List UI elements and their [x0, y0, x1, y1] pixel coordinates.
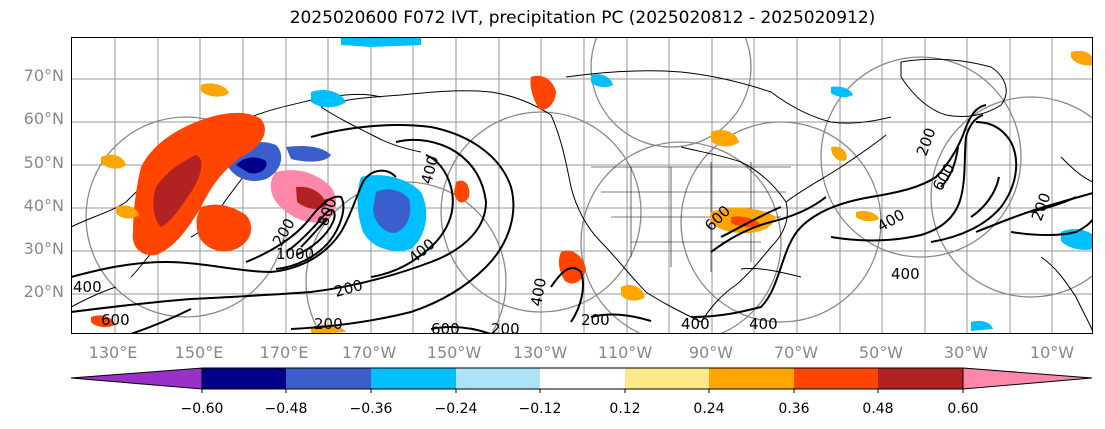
colorbar-bin — [794, 368, 878, 389]
precip-negative-fills — [226, 37, 1093, 331]
lon-label: 10°W — [1029, 343, 1075, 362]
contour-label: 200 — [581, 311, 610, 329]
lat-label-50n: 50°N — [23, 153, 64, 172]
colorbar-tick: 0.36 — [778, 401, 810, 417]
contour-label: 1000 — [276, 245, 314, 263]
ivt-contours — [71, 104, 1093, 334]
contour-label: 200 — [314, 315, 343, 333]
lon-label: 150°E — [174, 343, 224, 362]
lon-label: 90°W — [688, 343, 734, 362]
contour-label: 400 — [891, 265, 920, 283]
contour-label: 600 — [431, 320, 460, 334]
colorbar-tick: 0.48 — [862, 401, 894, 417]
lon-label: 170°E — [259, 343, 309, 362]
state-borders — [591, 162, 791, 272]
lon-label: 130°W — [512, 343, 568, 362]
colorbar-arrow-left — [71, 367, 203, 390]
colorbar-tick: −0.24 — [434, 401, 478, 417]
contour-label: 400 — [681, 315, 710, 333]
lat-label-70n: 70°N — [23, 66, 64, 85]
colorbar-bin — [540, 368, 625, 389]
lon-label: 170°W — [341, 343, 397, 362]
lat-label-40n: 40°N — [23, 196, 64, 215]
lat-label-30n: 30°N — [23, 239, 64, 258]
colorbar — [71, 367, 1093, 393]
lon-label: 150°W — [426, 343, 482, 362]
colorbar-bin — [709, 368, 794, 389]
colorbar-bin — [371, 368, 456, 389]
colorbar-bin — [625, 368, 709, 389]
colorbar-tick: −0.60 — [180, 401, 224, 417]
contour-label: 200 — [491, 320, 520, 334]
lon-label: 130°E — [88, 343, 138, 362]
ivt-map: 200 400 600 800 1000 200 400 200 400 600… — [71, 37, 1093, 334]
colorbar-arrow-right — [962, 367, 1093, 390]
lat-label-60n: 60°N — [23, 109, 64, 128]
contour-label: 600 — [101, 311, 130, 329]
colorbar-bin — [202, 368, 286, 389]
lon-label: 30°W — [943, 343, 989, 362]
map-title: 2025020600 F072 IVT, precipitation PC (2… — [289, 8, 876, 28]
contour-label: 400 — [749, 315, 778, 333]
range-circles — [85, 37, 1093, 334]
precip-positive-fills — [91, 50, 1093, 334]
colorbar-tick: −0.36 — [349, 401, 393, 417]
lon-label: 110°W — [597, 343, 653, 362]
lat-label-20n: 20°N — [23, 282, 64, 301]
colorbar-tick: 0.60 — [947, 401, 979, 417]
colorbar-bin — [456, 368, 540, 389]
contour-label: 400 — [527, 276, 550, 307]
colorbar-tick: −0.48 — [264, 401, 308, 417]
colorbar-tick: 0.24 — [693, 401, 725, 417]
colorbar-bin — [878, 368, 963, 389]
colorbar-tick: 0.12 — [609, 401, 641, 417]
colorbar-bin — [286, 368, 371, 389]
lon-label: 50°W — [858, 343, 904, 362]
contour-label: 400 — [73, 278, 102, 296]
colorbar-tick: −0.12 — [518, 401, 562, 417]
lon-label: 70°W — [773, 343, 819, 362]
